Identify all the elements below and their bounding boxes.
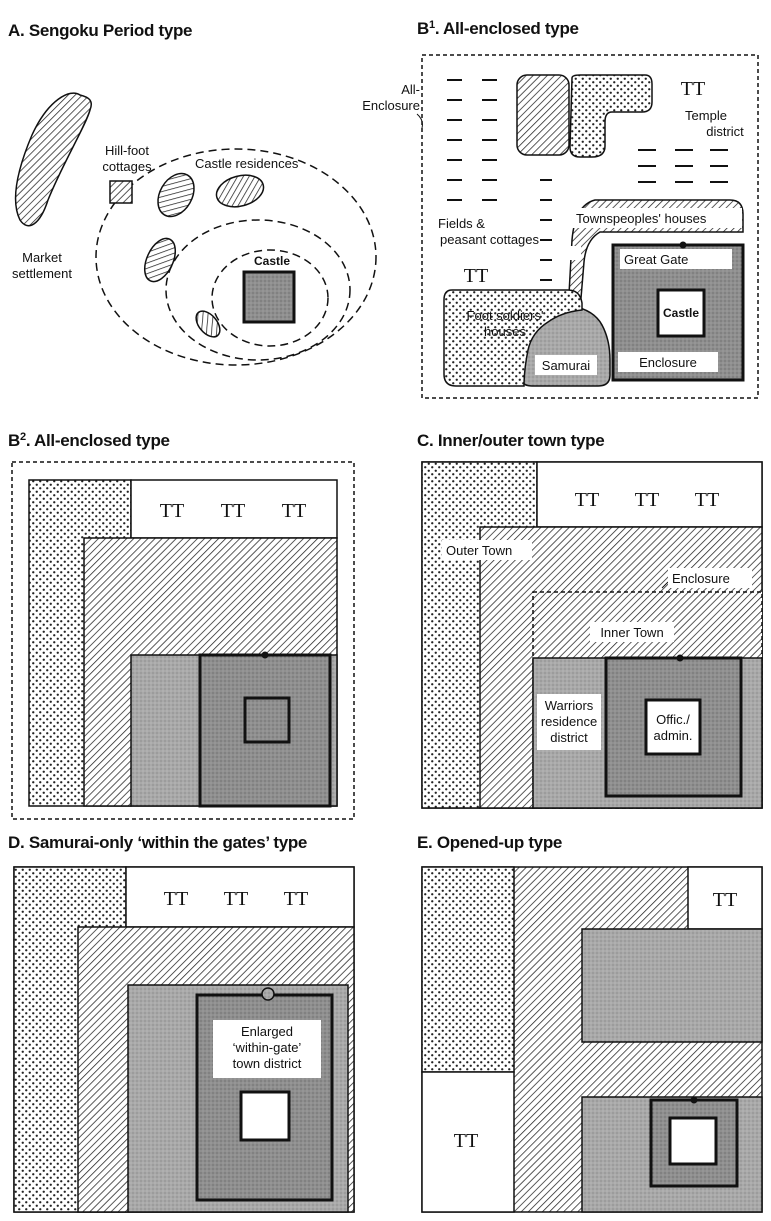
c-temple-symbol-2: TT bbox=[635, 489, 659, 511]
d-enlarged-label-bg bbox=[213, 1020, 321, 1078]
d-castle-keep bbox=[239, 1090, 291, 1142]
b2-castle-keep bbox=[243, 696, 291, 744]
b1-label-fields-2: peasant cottages bbox=[440, 232, 540, 247]
c-enclosure-leader bbox=[661, 581, 669, 589]
c-inner-town-label-bg bbox=[590, 622, 674, 642]
b1-townspeople-label-bg bbox=[572, 208, 742, 228]
panel-a-sengoku: A. Sengoku Period type Hill-foot cottage… bbox=[8, 21, 377, 366]
castle-residence-4 bbox=[195, 310, 221, 338]
b1-gap-filler bbox=[567, 246, 581, 260]
d-label-enlarged-3: town district bbox=[233, 1056, 302, 1071]
b1-label-temple-1: Temple bbox=[685, 108, 727, 123]
b1-label-great-gate: Great Gate bbox=[624, 252, 688, 267]
panel-c-title: C. Inner/outer town type bbox=[417, 431, 604, 450]
b1-foot-soldiers-block-north bbox=[569, 74, 653, 158]
panel-d-within-gates: D. Samurai-only ‘within the gates’ type … bbox=[8, 833, 355, 1213]
e-foot-soldiers-strip bbox=[421, 866, 515, 1073]
c-label-warriors-1: Warriors bbox=[545, 698, 594, 713]
d-label-enlarged-2: ‘within-gate’ bbox=[233, 1040, 302, 1055]
b1-label-castle: Castle bbox=[663, 306, 699, 320]
inner-dashed-ring bbox=[211, 249, 329, 347]
b1-label-enclosure: Enclosure bbox=[639, 355, 697, 370]
c-gate-marker bbox=[676, 654, 684, 662]
b1-label-samurai: Samurai bbox=[542, 358, 591, 373]
b1-temple-symbol-north: TT bbox=[681, 78, 705, 100]
d-gate-marker bbox=[261, 987, 275, 1001]
b1-castle-keep bbox=[656, 288, 706, 338]
label-market-1: Market bbox=[22, 250, 62, 265]
c-outer-town-label-bg bbox=[442, 540, 532, 560]
b1-label-temple-2: district bbox=[706, 124, 744, 139]
c-temple-symbol-3: TT bbox=[695, 489, 719, 511]
c-label-outer-town: Outer Town bbox=[446, 543, 512, 558]
c-label-warriors-2: residence bbox=[541, 714, 597, 729]
b1-field-dashes bbox=[447, 79, 728, 281]
b1-label-all-1: All- bbox=[401, 82, 420, 97]
b2-temple-symbol-3: TT bbox=[282, 500, 306, 522]
e-samurai-zone-north bbox=[581, 928, 763, 1043]
c-label-enclosure: Enclosure bbox=[672, 571, 730, 586]
label-castle: Castle bbox=[254, 254, 290, 268]
castle-square bbox=[242, 270, 296, 324]
panel-b1-title: B1. All-enclosed type bbox=[417, 19, 579, 38]
b1-label-all-2: Enclosure bbox=[362, 98, 420, 113]
c-temple-symbol-1: TT bbox=[575, 489, 599, 511]
b1-label-foot-1: Foot soldiers' bbox=[467, 308, 544, 323]
castle-residence-2 bbox=[215, 174, 265, 208]
d-temple-symbol-3: TT bbox=[284, 888, 308, 910]
c-enclosure-label-bg bbox=[668, 568, 752, 588]
b1-label-foot-2: houses bbox=[484, 324, 526, 339]
c-label-offic-1: Offic./ bbox=[656, 712, 690, 727]
b2-temple-district bbox=[130, 479, 338, 539]
b1-foot-soldiers-houses bbox=[443, 289, 583, 387]
panel-b1-all-enclosed: B1. All-enclosed type A bbox=[362, 19, 759, 399]
b2-temple-symbol-1: TT bbox=[160, 500, 184, 522]
c-label-inner-town: Inner Town bbox=[600, 625, 663, 640]
e-temple-symbol-west: TT bbox=[454, 1130, 478, 1152]
c-label-warriors-3: district bbox=[550, 730, 588, 745]
b1-temple-symbol-south: TT bbox=[464, 265, 488, 287]
e-gate-marker bbox=[690, 1096, 698, 1104]
b1-samurai-residences-block bbox=[516, 74, 570, 156]
panel-e-opened-up: E. Opened-up type TT TT bbox=[417, 833, 763, 1213]
e-temple-symbol-east: TT bbox=[713, 889, 737, 911]
b2-gate-marker bbox=[261, 651, 269, 659]
panel-e-title: E. Opened-up type bbox=[417, 833, 562, 852]
b1-great-gate-label-bg bbox=[620, 249, 732, 269]
b1-samurai-label-bg bbox=[535, 355, 597, 375]
market-settlement-shape bbox=[14, 92, 92, 227]
label-hill-foot-2: cottages bbox=[102, 159, 152, 174]
castle-residence-3 bbox=[143, 237, 177, 283]
b1-all-enclosure-leader bbox=[416, 113, 423, 129]
c-office-keep bbox=[644, 698, 702, 756]
outer-dashed-ring bbox=[95, 148, 377, 366]
panel-c-inner-outer: C. Inner/outer town type TT TT TT Outer … bbox=[417, 431, 763, 809]
castle-residence-1 bbox=[157, 172, 195, 218]
b1-label-townspeople: Townspeoples' houses bbox=[576, 211, 707, 226]
c-warriors-label-bg bbox=[537, 694, 601, 750]
c-label-offic-2: admin. bbox=[653, 728, 692, 743]
panel-d-title: D. Samurai-only ‘within the gates’ type bbox=[8, 833, 307, 852]
b1-enclosure-label-bg bbox=[618, 352, 718, 372]
d-temple-symbol-1: TT bbox=[164, 888, 188, 910]
label-market-2: settlement bbox=[12, 266, 72, 281]
e-castle-keep bbox=[668, 1116, 718, 1166]
middle-dashed-ring bbox=[165, 219, 351, 361]
hill-foot-cottage-square bbox=[109, 180, 133, 204]
e-temple-district-west bbox=[421, 1071, 515, 1213]
d-label-enlarged-1: Enlarged bbox=[241, 1024, 293, 1039]
label-castle-residences: Castle residences bbox=[195, 156, 299, 171]
panel-a-title: A. Sengoku Period type bbox=[8, 21, 192, 40]
b1-label-fields-1: Fields & bbox=[438, 216, 485, 231]
b1-great-gate-marker bbox=[679, 241, 687, 249]
panel-b2-title: B2. All-enclosed type bbox=[8, 431, 170, 450]
panel-b2-all-enclosed: B2. All-enclosed type TT TT TT bbox=[8, 431, 355, 820]
label-hill-foot-1: Hill-foot bbox=[105, 143, 149, 158]
b2-temple-symbol-2: TT bbox=[221, 500, 245, 522]
d-temple-symbol-2: TT bbox=[224, 888, 248, 910]
